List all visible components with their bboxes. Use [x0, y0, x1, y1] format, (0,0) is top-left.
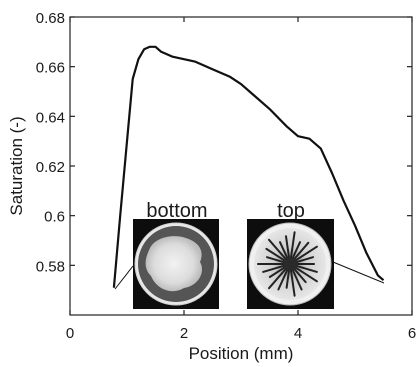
- dendrite-spike: [291, 241, 301, 260]
- x-tick-label: 6: [408, 325, 416, 342]
- dendrite-spike: [262, 264, 286, 273]
- y-tick-label: 0.68: [36, 10, 65, 27]
- series-layer: [112, 45, 385, 288]
- x-tick-label: 2: [180, 325, 188, 342]
- dendrite-spike: [294, 256, 314, 264]
- inset-bottom: bottom: [133, 200, 219, 309]
- ticks-group: 0.58 0.6 0.62 0.64 0.66 0.68 0 2 4 6: [36, 10, 416, 342]
- y-tick-label: 0.62: [36, 159, 65, 176]
- inset-bottom-pore-region: [145, 236, 203, 292]
- inset-connector-bottom: [114, 265, 134, 290]
- dendrite-spike: [268, 238, 288, 261]
- inset-top-label: top: [277, 200, 305, 222]
- y-tick-label: 0.66: [36, 60, 65, 77]
- y-tick-label: 0.58: [36, 258, 65, 275]
- x-tick-label: 4: [294, 325, 302, 342]
- dendrite-spike: [279, 241, 289, 260]
- dendrite-spike: [289, 268, 296, 297]
- dendrite-spike: [294, 245, 318, 262]
- axes-group: [69, 16, 413, 316]
- dendrite-spike: [294, 266, 318, 283]
- dendrite-spike: [294, 264, 318, 273]
- dendrite-spike: [268, 267, 288, 290]
- inset-bottom-label: bottom: [146, 200, 207, 222]
- y-tick-label: 0.64: [36, 109, 65, 126]
- y-axis-label: Saturation (-): [7, 116, 26, 215]
- dendrite-spike: [285, 235, 291, 260]
- inset-top: top: [247, 200, 334, 309]
- dendrite-spike: [291, 268, 303, 291]
- dendrite-spike: [285, 268, 291, 289]
- series-line: [112, 45, 385, 288]
- dendrite-spike: [292, 241, 310, 261]
- x-tick-label: 0: [66, 325, 74, 342]
- inset-top-dendrites: [257, 231, 318, 297]
- dendrite-spike: [289, 231, 296, 260]
- x-axis-label: Position (mm): [189, 344, 294, 363]
- dendrite-spike: [268, 266, 286, 278]
- inset-connector-top: [332, 261, 385, 284]
- dendrite-spike: [277, 268, 289, 291]
- plot-frame: [69, 16, 413, 316]
- dendrite-center: [283, 257, 297, 271]
- dendrite-spike: [292, 267, 307, 284]
- y-tick-label: 0.6: [44, 209, 65, 226]
- dendrite-spike: [266, 256, 286, 264]
- dendrite-spike: [265, 247, 286, 262]
